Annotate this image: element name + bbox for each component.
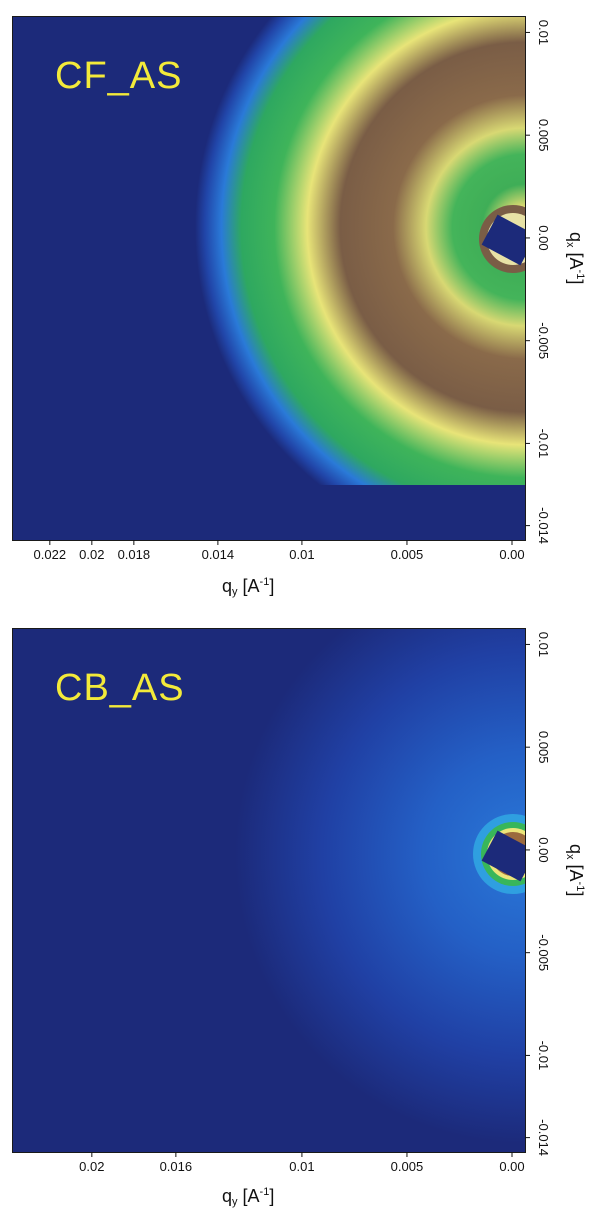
diffuse-scattering <box>13 629 525 1152</box>
y-tick-label: -0.014 <box>536 507 551 544</box>
x-tick-label: 0.01 <box>289 547 314 562</box>
x-tick-label: 0.02 <box>79 1159 104 1174</box>
y-axis-title: qx [A-1] <box>564 844 586 897</box>
scattering-heatmap <box>13 629 525 1152</box>
y-tick-label: -0.005 <box>536 322 551 359</box>
axes: 0.02 0.016 0.01 0.005 0.00 0.01 0.005 0.00 -0.00… <box>79 632 551 1174</box>
y-tick-label: -0.014 <box>536 1119 551 1156</box>
y-tick-label: 0.01 <box>536 632 551 657</box>
y-tick-label: -0.005 <box>536 934 551 971</box>
x-tick-label: 0.022 <box>34 547 67 562</box>
x-tick-label: 0.016 <box>160 1159 193 1174</box>
x-tick-label: 0.01 <box>289 1159 314 1174</box>
detector-region <box>173 17 525 485</box>
x-tick-label: 0.00 <box>499 547 524 562</box>
y-tick-label: -0.01 <box>536 429 551 459</box>
y-axis-title: qx [A-1] <box>564 232 586 285</box>
y-tick-label: 0.005 <box>536 119 551 152</box>
x-axis-title: qy [A-1] <box>222 1186 275 1208</box>
sample-label: CF_AS <box>55 55 183 97</box>
heatmap-plot-area: CB_AS <box>12 628 526 1153</box>
y-tick-label: 0.01 <box>536 20 551 45</box>
sample-label: CB_AS <box>55 667 185 709</box>
x-axis-title: qy [A-1] <box>222 576 275 598</box>
chart-panel-cf-as: CF_AS 0.022 0.02 0.018 0.014 0.01 0.005 0.00 0.… <box>0 0 605 612</box>
y-tick-label: -0.01 <box>536 1041 551 1071</box>
heatmap-plot-area: CF_AS <box>12 16 526 541</box>
x-tick-label: 0.014 <box>202 547 235 562</box>
x-tick-label: 0.005 <box>391 547 424 562</box>
x-tick-label: 0.00 <box>499 1159 524 1174</box>
y-tick-label: 0.00 <box>536 837 551 862</box>
chart-panel-cb-as: CB_AS 0.02 0.016 0.01 0.005 0.00 0.01 0.005 0.0… <box>0 612 605 1226</box>
y-tick-label: 0.005 <box>536 731 551 764</box>
axes: 0.022 0.02 0.018 0.014 0.01 0.005 0.00 0.01 0.00… <box>34 20 551 562</box>
x-tick-label: 0.005 <box>391 1159 424 1174</box>
x-tick-label: 0.02 <box>79 547 104 562</box>
y-tick-label: 0.00 <box>536 225 551 250</box>
x-tick-label: 0.018 <box>118 547 151 562</box>
